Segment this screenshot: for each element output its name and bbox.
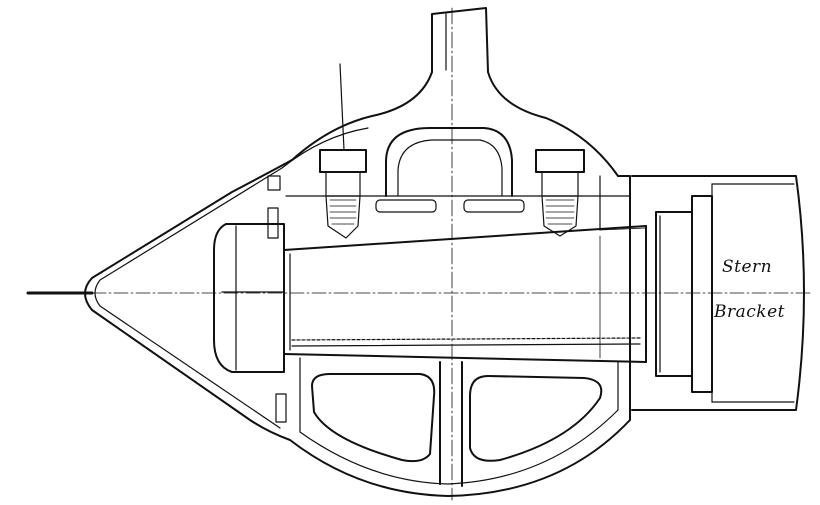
nut-fittings [267,175,287,423]
lower-opening-left [311,373,436,463]
bolt-right [535,149,585,237]
bracket-label: Bracket [714,302,785,322]
coupling-flanges [645,195,713,393]
bracket-arm [431,7,489,73]
fairing-cone [84,159,293,441]
stern-bracket [631,175,805,411]
upper-hub-casing [281,71,619,177]
hub-right-casing [599,175,631,421]
lower-casing [289,357,631,497]
bolt-left [319,63,367,239]
lower-opening-right [469,375,603,462]
shaft-nut [213,223,285,373]
stern-label: Stern [722,257,773,277]
upper-slots [375,199,525,213]
propeller-shaft [283,225,647,363]
